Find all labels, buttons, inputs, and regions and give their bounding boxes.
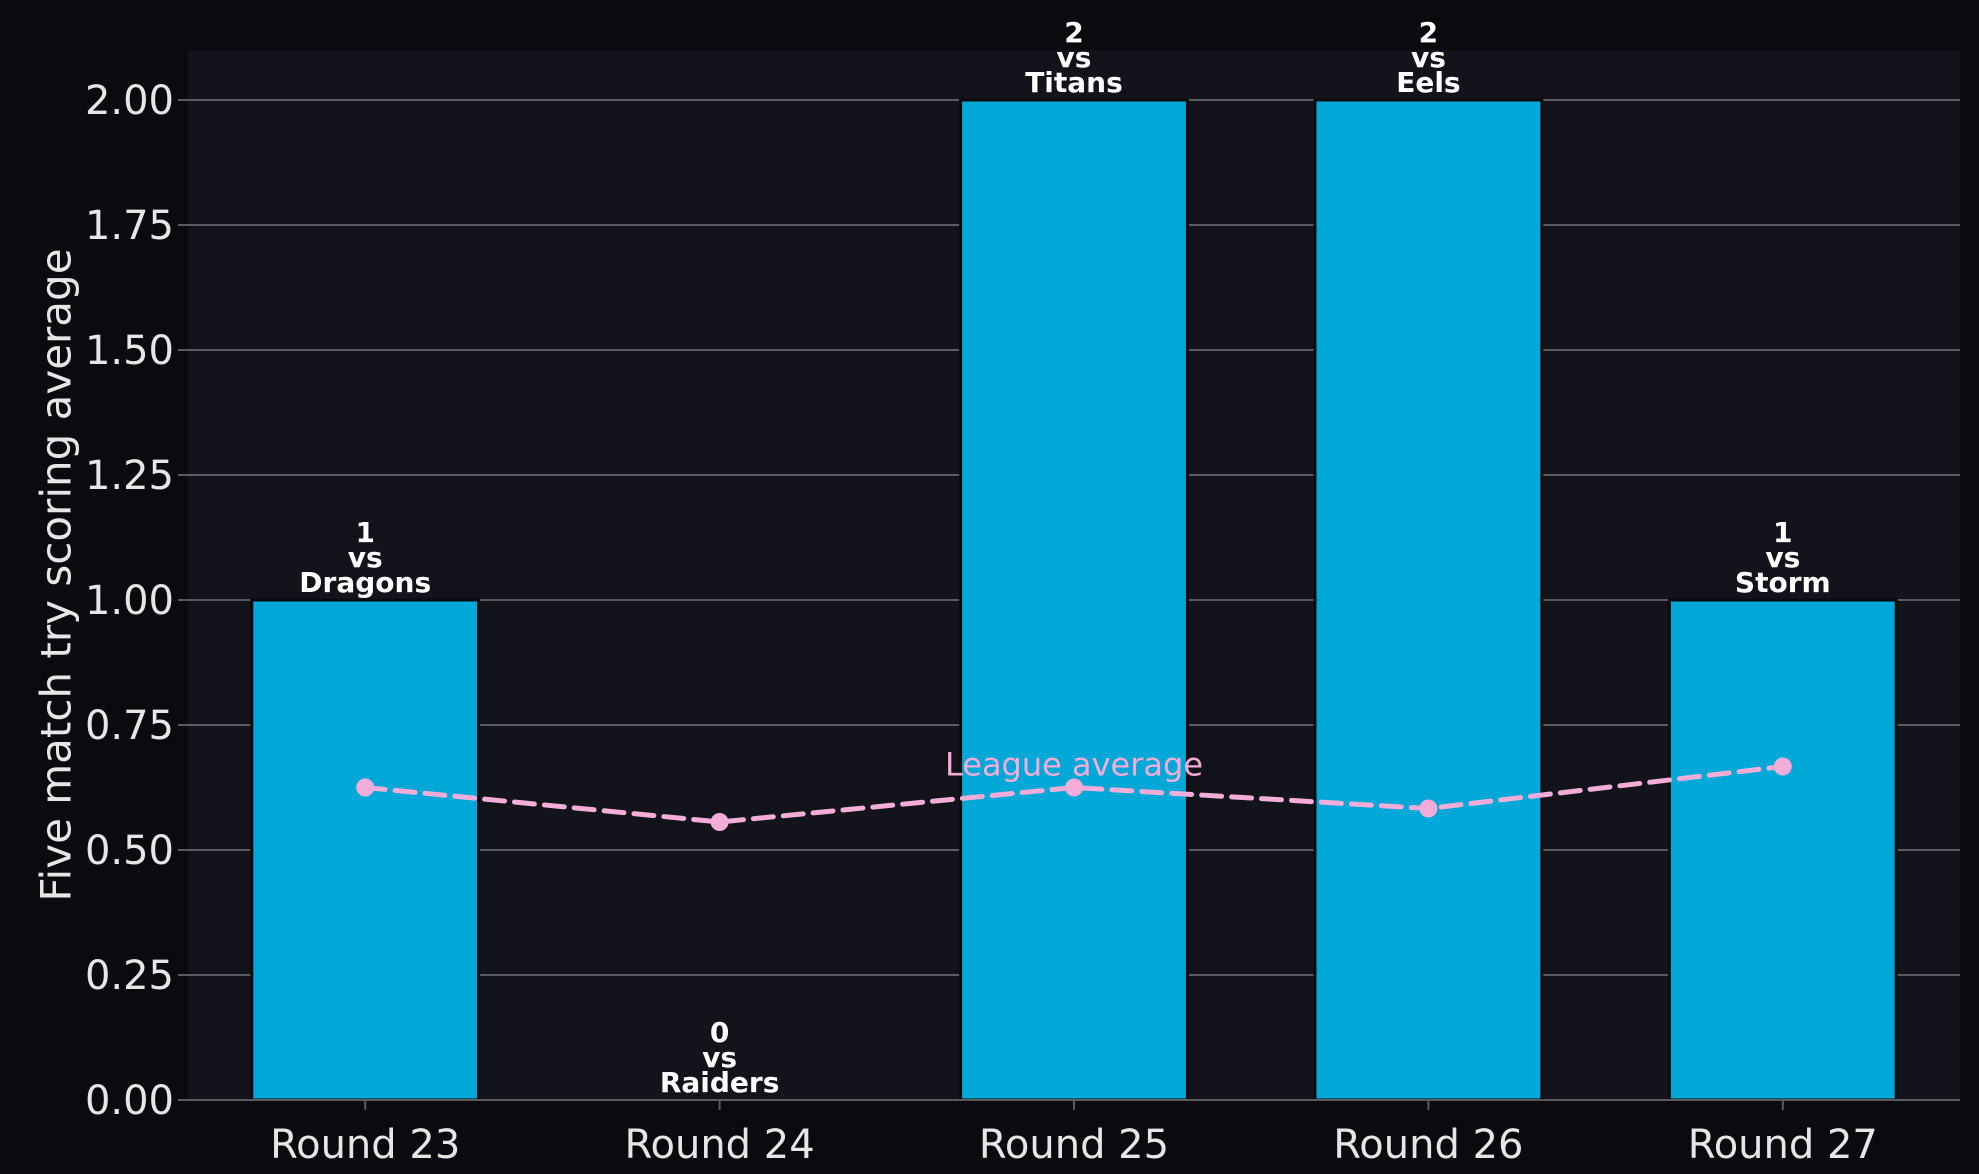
bar-label: vs [1057,41,1092,74]
league-average-label: League average [945,746,1203,784]
league-average-line: League average [356,746,1792,831]
bar-label: vs [348,541,383,574]
bar-label: vs [1765,541,1800,574]
y-tick-label: 1.50 [85,328,174,374]
x-axis: Round 23 Round 24 Round 25 Round 26 Round 27 [188,1099,1960,1168]
bar-label: Storm [1735,566,1831,599]
y-tick-label: 2.00 [85,78,174,124]
bars [250,98,1898,1102]
league-average-point [356,778,375,797]
y-tick-label: 0.75 [85,703,174,749]
league-average-point [1773,757,1792,776]
x-tick-label: Round 26 [1333,1122,1523,1168]
y-tick-label: 0.00 [85,1078,174,1124]
bar-label: Dragons [299,566,431,599]
y-tick-label: 1.00 [85,578,174,624]
bar [1313,98,1544,1102]
bar-label: 2 [1064,16,1083,49]
x-tick-label: Round 24 [625,1122,815,1168]
y-axis: 0.00 0.25 0.50 0.75 1.00 1.25 1.50 1.75 2.00 [85,78,188,1124]
league-average-point [710,813,729,831]
league-average-point [1419,799,1438,818]
y-tick-label: 1.75 [85,203,174,249]
bar-label: 2 [1419,16,1438,49]
bar-label: Raiders [660,1066,780,1099]
bar-label: vs [1411,41,1446,74]
y-tick-label: 1.25 [85,453,174,499]
bar [959,98,1189,1102]
bar-label: 1 [1773,516,1792,549]
bar-label: 1 [355,516,374,549]
y-tick-label: 0.50 [85,828,174,874]
x-tick-label: Round 27 [1688,1122,1878,1168]
league-average-point [1065,778,1083,797]
y-axis-label: Five match try scoring average [32,248,81,901]
bar-labels: 1vsDragons0vsRaiders2vsTitans2vsEels1vsS… [299,16,1830,1099]
bar [250,598,481,1102]
y-tick-label: 0.25 [85,953,174,999]
x-tick-label: Round 25 [979,1122,1169,1168]
bar-label: vs [702,1041,737,1074]
bar [1667,598,1898,1102]
x-tick-label: Round 23 [270,1122,460,1168]
bar-label: Titans [1025,66,1123,99]
bar-label: 0 [710,1016,729,1049]
bar-label: Eels [1396,66,1460,99]
